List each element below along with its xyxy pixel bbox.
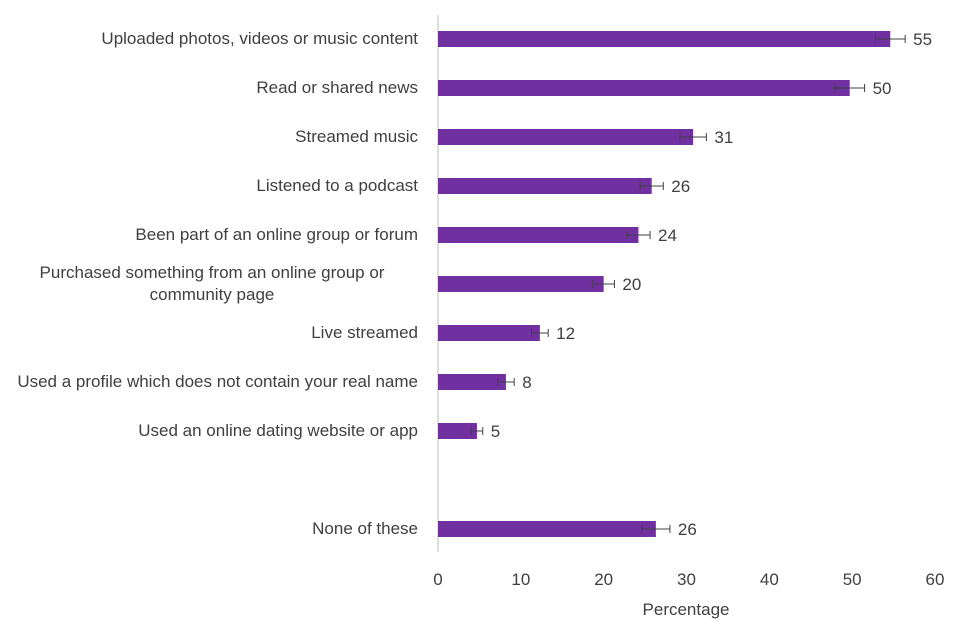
bar <box>438 521 656 537</box>
category-label-text: Purchased something from an online group… <box>39 263 385 304</box>
data-label: 26 <box>677 520 697 539</box>
bar <box>438 227 639 243</box>
bar <box>438 129 694 145</box>
data-label: 26 <box>671 177 691 196</box>
category-label: Used an online dating website or app <box>0 420 418 442</box>
category-label-text: Used a profile which does not contain yo… <box>17 372 418 391</box>
category-label: None of these <box>0 518 418 540</box>
bar <box>438 31 891 47</box>
data-label: 20 <box>622 275 642 294</box>
category-label-text: Used an online dating website or app <box>138 421 418 440</box>
category-label-text: Read or shared news <box>256 78 418 97</box>
bar <box>438 374 506 390</box>
data-label: 8 <box>522 373 532 392</box>
data-label: 55 <box>913 30 933 49</box>
data-label: 31 <box>714 128 734 147</box>
category-label-text: Live streamed <box>311 323 418 342</box>
x-axis-label: Percentage <box>642 600 730 619</box>
x-tick-label: 60 <box>925 570 945 589</box>
bar <box>438 325 540 341</box>
bar <box>438 178 652 194</box>
category-label: Live streamed <box>0 322 418 344</box>
data-label: 24 <box>658 226 677 245</box>
category-label: Purchased something from an online group… <box>0 262 418 306</box>
x-tick-label: 20 <box>594 570 614 589</box>
bar <box>438 423 477 439</box>
x-tick-label: 30 <box>677 570 696 589</box>
category-label-text: Streamed music <box>295 127 418 146</box>
category-label-text: Been part of an online group or forum <box>135 225 418 244</box>
bar <box>438 80 850 96</box>
x-tick-label: 50 <box>842 570 862 589</box>
category-label-text: Uploaded photos, videos or music content <box>101 29 418 48</box>
category-label: Streamed music <box>0 126 418 148</box>
category-label: Uploaded photos, videos or music content <box>0 28 418 50</box>
category-label-text: None of these <box>312 519 418 538</box>
category-label: Used a profile which does not contain yo… <box>0 371 418 393</box>
bar <box>438 276 604 292</box>
data-label: 50 <box>872 79 892 98</box>
category-label: Listened to a podcast <box>0 175 418 197</box>
data-label: 12 <box>556 324 576 343</box>
category-label-text: Listened to a podcast <box>256 176 418 195</box>
x-tick-label: 10 <box>511 570 531 589</box>
x-tick-label: 0 <box>433 570 443 589</box>
category-label: Been part of an online group or forum <box>0 224 418 246</box>
data-label: 5 <box>490 422 501 441</box>
x-tick-label: 40 <box>759 570 779 589</box>
category-label: Read or shared news <box>0 77 418 99</box>
